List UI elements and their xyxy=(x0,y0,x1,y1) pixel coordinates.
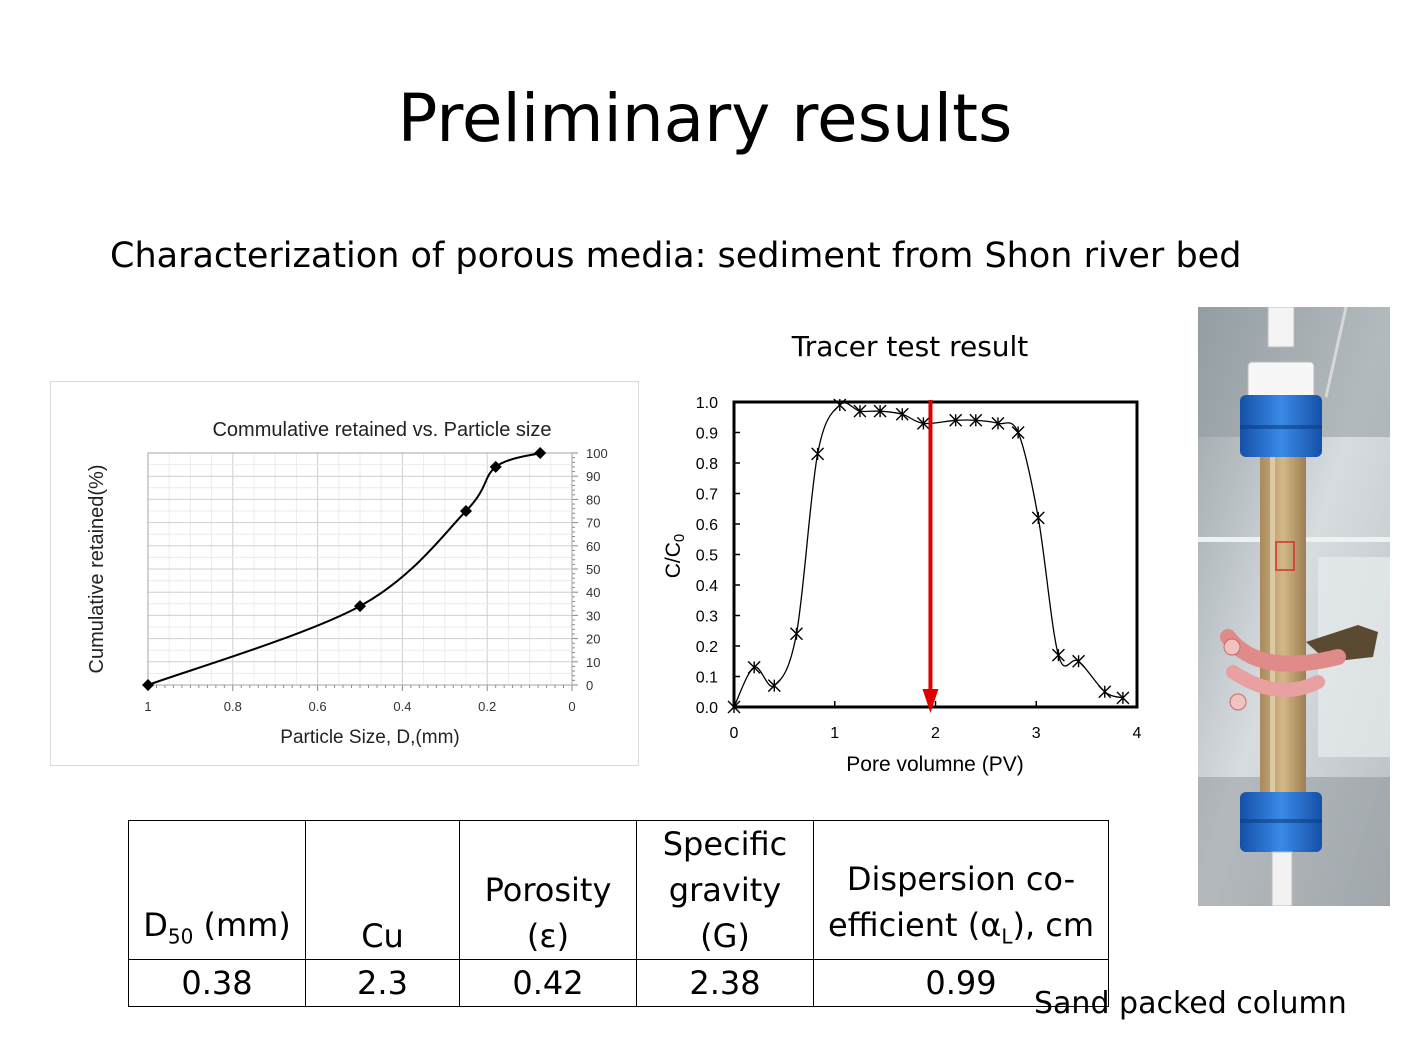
chart2-ytick-label: 0.3 xyxy=(696,609,718,626)
chart2-ylabel: C/C0 xyxy=(662,534,688,579)
header-d50: D50 (mm) xyxy=(128,820,306,960)
slide-title: Preliminary results xyxy=(397,80,1013,157)
header-porosity: Porosity (ε) xyxy=(459,820,637,960)
chart1-xtick-label: 0.2 xyxy=(478,699,496,714)
chart1-xtick-label: 0 xyxy=(568,699,575,714)
slide-subtitle: Characterization of porous media: sedime… xyxy=(110,236,1242,276)
chart1-ytick-label: 40 xyxy=(586,585,600,600)
chart2-data-point xyxy=(969,413,983,427)
chart1-data-point xyxy=(354,600,366,613)
chart2-data-point xyxy=(873,404,887,418)
chart2-arrow-head xyxy=(922,689,939,713)
chart1-title: Commulative retained vs. Particle size xyxy=(212,419,551,441)
chart1-ytick-label: 0 xyxy=(586,678,593,693)
chart2-ytick-label: 0.5 xyxy=(696,548,718,565)
chart2-ytick-label: 1.0 xyxy=(696,395,718,412)
chart2-data-point xyxy=(811,447,825,461)
chart2-data-point xyxy=(747,660,761,674)
chart2-data-point xyxy=(895,407,909,421)
chart2-data-point xyxy=(949,413,963,427)
chart2-data-point xyxy=(1031,511,1045,525)
chart1-data-point xyxy=(534,447,547,459)
chart1-xlabel: Particle Size, D,(mm) xyxy=(280,727,459,748)
chart2-data-point xyxy=(853,404,867,418)
header-specific-gravity: Specific gravity (G) xyxy=(636,820,814,960)
chart2-data-point xyxy=(916,416,930,430)
sieve-chart: Commulative retained vs. Particle size 1… xyxy=(86,419,608,748)
chart2-title: Tracer test result xyxy=(791,330,1029,363)
chart1-data-point xyxy=(460,505,472,517)
table-row: 0.38 2.3 0.42 2.38 0.99 xyxy=(128,959,1109,1007)
chart2-series-line xyxy=(733,402,1124,708)
chart2-xtick-label: 2 xyxy=(931,725,940,742)
chart2-ytick-label: 0.1 xyxy=(696,670,718,687)
chart1-ytick-label: 100 xyxy=(586,446,608,461)
sand-column-photo xyxy=(1198,307,1390,906)
chart2-plot-area xyxy=(732,400,1139,709)
chart1-ytick-label: 50 xyxy=(586,562,600,577)
chart2-ytick-label: 0.9 xyxy=(696,426,718,443)
chart1-ytick-label: 20 xyxy=(586,632,600,647)
header-cu: Cu xyxy=(305,820,460,960)
chart2-data-point xyxy=(767,679,781,693)
chart1-ytick-label: 10 xyxy=(586,655,600,670)
chart1-ylabel: Cumulative retained(%) xyxy=(86,465,108,674)
sieve-chart-container: Commulative retained vs. Particle size 1… xyxy=(50,381,639,766)
chart2-xtick-label: 3 xyxy=(1032,725,1041,742)
chart2-data-point xyxy=(833,398,847,412)
chart1-xtick-label: 0.6 xyxy=(309,699,327,714)
value-specific-gravity: 2.38 xyxy=(636,959,814,1007)
chart2-xlabel: Pore volumne (PV) xyxy=(846,753,1023,776)
chart2-data-point xyxy=(1116,691,1130,705)
table-header-row: D50 (mm) Cu Porosity (ε) Specific gravity … xyxy=(128,820,1109,960)
chart2-ytick-label: 0.2 xyxy=(696,639,718,656)
value-porosity: 0.42 xyxy=(459,959,637,1007)
chart2-data-point xyxy=(1072,654,1086,668)
chart1-ytick-label: 30 xyxy=(586,608,600,623)
chart1-data-point xyxy=(489,460,502,473)
chart2-xtick-label: 4 xyxy=(1133,725,1142,742)
chart2-ytick-label: 0.8 xyxy=(696,456,718,473)
header-dispersion: Dispersion co-efficient (αL), cm xyxy=(813,820,1109,960)
chart2-data-point xyxy=(991,416,1005,430)
chart1-ytick-label: 60 xyxy=(586,539,600,554)
chart2-data-point xyxy=(1011,426,1025,439)
chart2-ytick-label: 0.6 xyxy=(696,517,718,534)
chart2-data-point xyxy=(1051,648,1065,662)
chart2-data-point xyxy=(789,627,803,641)
chart1-data-point xyxy=(142,679,154,691)
chart1-ytick-label: 90 xyxy=(586,469,600,484)
chart1-xtick-label: 0.8 xyxy=(224,699,242,714)
chart2-xtick-label: 0 xyxy=(730,725,739,742)
chart2-ytick-label: 0.4 xyxy=(696,578,718,595)
chart1-ytick-label: 80 xyxy=(586,492,600,507)
chart2-data-point xyxy=(1098,685,1112,699)
value-d50: 0.38 xyxy=(128,959,306,1007)
chart2-ytick-label: 0.7 xyxy=(696,487,718,504)
chart1-plot-area xyxy=(147,452,573,686)
chart2-xtick-label: 1 xyxy=(830,725,839,742)
value-dispersion: 0.99 xyxy=(813,959,1109,1007)
photo-caption: Sand packed column xyxy=(1034,986,1347,1021)
chart1-xtick-label: 1 xyxy=(144,699,151,714)
chart1-ytick-label: 70 xyxy=(586,516,600,531)
chart1-xtick-label: 0.4 xyxy=(393,699,411,714)
chart2-data-point xyxy=(727,700,741,714)
value-cu: 2.3 xyxy=(305,959,460,1007)
properties-table: D50 (mm) Cu Porosity (ε) Specific gravity … xyxy=(128,820,1109,1007)
chart2-ytick-label: 0.0 xyxy=(696,700,718,717)
